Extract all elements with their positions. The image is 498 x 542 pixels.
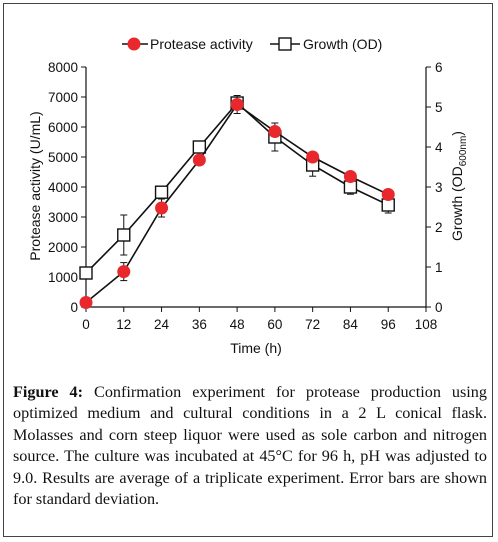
caption-text: Confirmation experiment for protease pro…: [13, 383, 487, 509]
protease-point: [268, 125, 282, 138]
y-right-tick-label: 3: [435, 180, 443, 195]
y-axis-right-label-end: ): [449, 131, 465, 136]
x-tick-label: 60: [267, 317, 282, 332]
x-tick-label: 84: [343, 317, 359, 332]
y-left-tick-label: 7000: [48, 90, 78, 105]
legend: Protease activity Growth (OD): [122, 36, 382, 52]
y-right-tick-label: 5: [435, 100, 443, 115]
y-right-tick-label: 4: [435, 140, 443, 155]
growth-point: [192, 140, 207, 154]
y-left-tick-label: 1000: [48, 270, 78, 285]
x-tick-label: 0: [82, 317, 90, 332]
y-right-tick-label: 6: [435, 60, 443, 75]
growth-line: [85, 101, 389, 274]
y-axis-right-label-main: Growth (OD: [449, 166, 465, 241]
protease-point: [192, 153, 206, 167]
x-tick-label: 72: [305, 317, 320, 332]
legend-protease-label: Protease activity: [150, 36, 253, 52]
y-left-tick-label: 2000: [48, 240, 78, 255]
y-left-tick-label: 3000: [48, 210, 78, 225]
series-growth: [79, 96, 395, 280]
legend-growth-label: Growth (OD): [303, 36, 382, 52]
growth-point: [79, 266, 93, 280]
series-protease: [79, 95, 395, 309]
y-axis-right-label-sub: 600nm: [458, 136, 469, 167]
y-axis-right-label: Growth (OD600nm): [449, 131, 469, 241]
protease-point: [306, 150, 320, 164]
x-tick-label: 48: [230, 317, 245, 332]
x-tick-label: 96: [381, 317, 396, 332]
y-left-tick-label: 6000: [48, 120, 78, 135]
protease-point: [117, 265, 131, 279]
axes: 0100020003000400050006000700080000123456…: [48, 60, 443, 332]
x-tick-label: 108: [415, 317, 438, 332]
y-left-tick-label: 4000: [48, 180, 78, 195]
chart: Protease activity Growth (OD) 01000200030…: [27, 36, 469, 356]
y-right-tick-label: 1: [435, 260, 443, 275]
x-axis-label: Time (h): [230, 340, 282, 356]
y-left-tick-label: 5000: [48, 150, 78, 165]
protease-point: [343, 170, 357, 183]
protease-point: [155, 201, 169, 215]
x-tick-label: 24: [154, 317, 170, 332]
caption-label: Figure 4:: [13, 383, 84, 401]
y-right-tick-label: 2: [435, 220, 443, 235]
figure-caption: Figure 4: Confirmation experiment for pr…: [13, 382, 487, 510]
x-tick-label: 36: [192, 317, 207, 332]
legend-growth-marker: [278, 37, 292, 51]
x-tick-label: 12: [116, 317, 131, 332]
y-left-tick-label: 8000: [48, 60, 78, 75]
growth-point: [117, 228, 131, 242]
y-right-tick-label: 0: [435, 300, 443, 315]
protease-point: [381, 188, 395, 201]
protease-point: [230, 98, 244, 111]
protease-line: [85, 103, 389, 304]
growth-point: [154, 185, 169, 199]
legend-protease-marker: [127, 37, 141, 51]
protease-point: [79, 296, 93, 309]
y-axis-left-label: Protease activity (U/mL): [27, 111, 43, 260]
y-left-tick-label: 0: [70, 300, 78, 315]
